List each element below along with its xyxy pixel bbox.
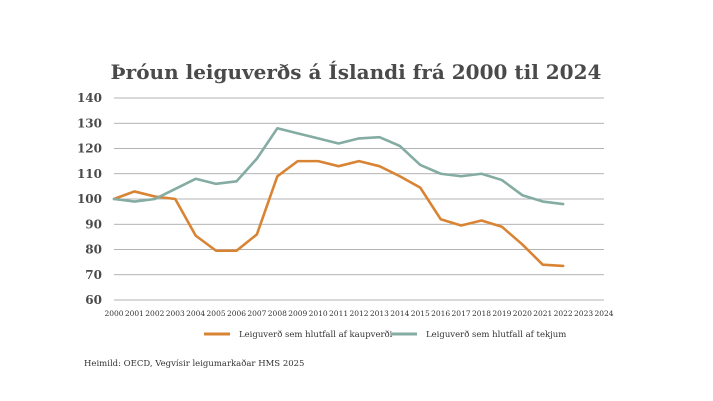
legend-label: Leiguverð sem hlutfall af kaupverði <box>239 329 393 340</box>
x-tick-label: 2013 <box>370 309 389 318</box>
x-tick-label: 2000 <box>104 309 123 318</box>
legend-label: Leiguverð sem hlutfall af tekjum <box>426 329 566 340</box>
x-tick-label: 2010 <box>309 309 328 318</box>
source-note: Heimild: OECD, Vegvísir leigumarkaðar HM… <box>84 358 304 369</box>
series-line-1 <box>112 159 565 268</box>
x-tick-label: 2008 <box>268 309 287 318</box>
x-tick-label: 2016 <box>431 309 450 318</box>
x-tick-label: 2003 <box>166 309 185 318</box>
y-tick-label: 90 <box>85 217 102 231</box>
x-tick-label: 2001 <box>125 309 144 318</box>
x-tick-label: 2014 <box>390 309 409 318</box>
x-tick-label: 2022 <box>554 309 573 318</box>
series-line-2 <box>112 127 565 206</box>
y-tick-label: 110 <box>77 167 102 181</box>
y-axis-ticks: 60 70 80 90 100 110 120 130 140 <box>77 91 102 307</box>
x-tick-label: 2005 <box>207 309 226 318</box>
chart-title: Þróun leiguverðs á Íslandi frá 2000 til … <box>111 60 602 84</box>
x-tick-label: 2019 <box>492 309 511 318</box>
x-tick-label: 2009 <box>288 309 307 318</box>
legend-item-2: Leiguverð sem hlutfall af tekjum <box>391 329 566 340</box>
x-tick-label: 2006 <box>227 309 246 318</box>
x-tick-label: 2021 <box>533 309 552 318</box>
x-tick-label: 2012 <box>349 309 368 318</box>
x-tick-label: 2015 <box>411 309 430 318</box>
y-tick-label: 70 <box>85 268 102 282</box>
x-tick-label: 2023 <box>574 309 593 318</box>
x-tick-label: 2020 <box>513 309 532 318</box>
x-axis-ticks: 2000 2001 2002 2003 2004 2005 2006 2007 2008 2009… <box>104 309 613 318</box>
x-tick-label: 2011 <box>329 309 348 318</box>
gridlines <box>114 97 604 301</box>
y-tick-label: 140 <box>77 91 102 105</box>
x-tick-label: 2018 <box>472 309 491 318</box>
legend: Leiguverð sem hlutfall af kaupverði Leigu… <box>204 329 566 340</box>
x-tick-label: 2017 <box>452 309 471 318</box>
y-tick-label: 130 <box>77 116 102 130</box>
y-tick-label: 80 <box>85 243 102 257</box>
y-tick-label: 60 <box>85 293 102 307</box>
x-tick-label: 2002 <box>145 309 164 318</box>
y-tick-label: 120 <box>77 142 102 156</box>
legend-item-1: Leiguverð sem hlutfall af kaupverði <box>204 329 393 340</box>
y-tick-label: 100 <box>77 192 102 206</box>
series-lines <box>112 127 565 268</box>
x-tick-label: 2004 <box>186 309 205 318</box>
x-tick-label: 2024 <box>594 309 613 318</box>
x-tick-label: 2007 <box>247 309 266 318</box>
